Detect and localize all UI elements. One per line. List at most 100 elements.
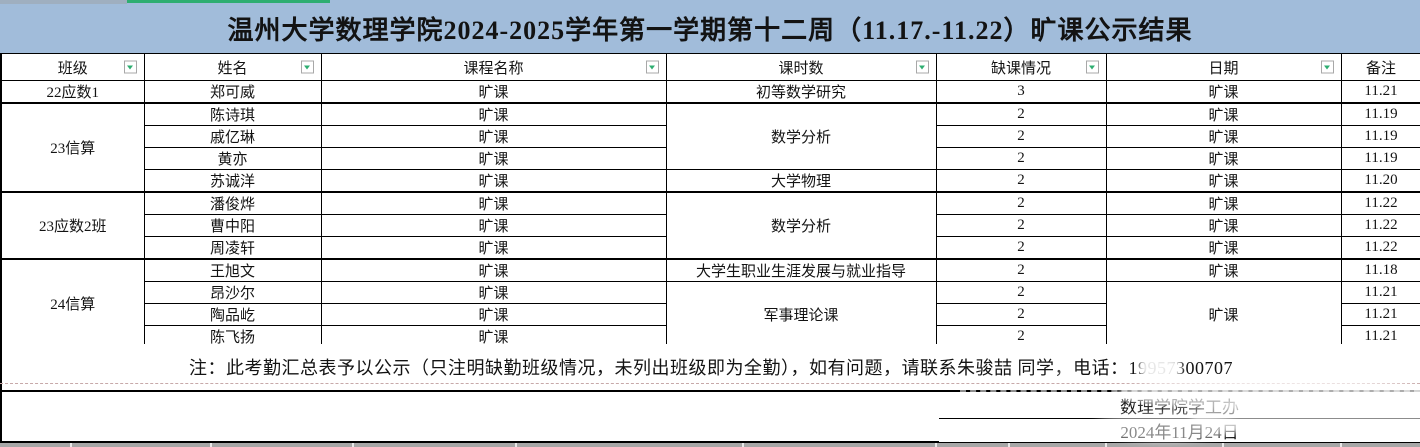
cell-course-row1[interactable]: 旷课	[320, 80, 667, 104]
cell-remark-row9[interactable]: 11.18	[1340, 258, 1420, 282]
note-text: 注：此考勤汇总表予以公示（只注明缺勤班级情况，未列出班级即为全勤），如有问题，请…	[189, 358, 1233, 378]
column-header-absence[interactable]: 缺课情况	[935, 53, 1107, 81]
cell-absence-row4[interactable]: 2	[935, 147, 1107, 170]
selection-highlight-bar	[127, 0, 330, 3]
cell-absence-row7[interactable]: 2	[935, 214, 1107, 237]
cell-course-row11[interactable]: 旷课	[320, 303, 667, 326]
cell-course-row4[interactable]: 旷课	[320, 147, 667, 170]
cell-remark-row6[interactable]: 11.22	[1340, 191, 1420, 215]
cell-absence-row1[interactable]: 3	[935, 80, 1107, 104]
column-header-course[interactable]: 课程名称	[320, 53, 667, 81]
cell-remark-row2[interactable]: 11.19	[1340, 102, 1420, 126]
column-header-remark[interactable]: 备注	[1340, 53, 1420, 81]
cell-hours-row5[interactable]: 大学物理	[665, 169, 937, 193]
filter-dropdown-icon[interactable]	[123, 60, 137, 74]
column-header-label: 缺课情况	[990, 60, 1051, 77]
filter-dropdown-icon[interactable]	[300, 60, 314, 74]
cell-course-row5[interactable]: 旷课	[320, 169, 667, 193]
cell-date-row6[interactable]: 旷课	[1105, 191, 1342, 215]
cell-absence-row9[interactable]: 2	[935, 258, 1107, 282]
column-header-hours[interactable]: 课时数	[665, 53, 937, 81]
cell-hours-row2[interactable]: 数学分析	[665, 102, 937, 170]
note-cell[interactable]: 注：此考勤汇总表予以公示（只注明缺勤班级情况，未列出班级即为全勤），如有问题，请…	[0, 344, 1420, 392]
column-header-label: 备注	[1365, 60, 1396, 77]
column-header-label: 班级	[57, 60, 88, 77]
cell-name-row1[interactable]: 郑可威	[143, 80, 322, 104]
empty-footer-cell[interactable]	[0, 392, 941, 443]
cell-name-row10[interactable]: 昂沙尔	[143, 281, 322, 304]
gridline	[352, 443, 354, 447]
filter-dropdown-icon[interactable]	[915, 60, 929, 74]
watermark-blob	[1288, 356, 1308, 381]
page-title: 温州大学数理学院2024-2025学年第一学期第十二周（11.17.-11.22…	[227, 16, 1193, 45]
cell-date-row9[interactable]: 旷课	[1105, 258, 1342, 282]
cell-name-row9[interactable]: 王旭文	[143, 258, 322, 282]
cell-class-row6[interactable]: 23应数2班	[0, 191, 145, 260]
gridline	[70, 443, 72, 447]
cell-absence-row6[interactable]: 2	[935, 191, 1107, 215]
column-header-name[interactable]: 姓名	[143, 53, 322, 81]
filter-dropdown-icon[interactable]	[1320, 60, 1334, 74]
cell-hours-row10[interactable]: 军事理论课	[665, 281, 937, 349]
cell-date-row3[interactable]: 旷课	[1105, 125, 1342, 148]
cell-hours-row9[interactable]: 大学生职业生涯发展与就业指导	[665, 258, 937, 282]
column-header-label: 课程名称	[463, 60, 524, 77]
cell-name-row2[interactable]: 陈诗琪	[143, 102, 322, 126]
top-edge-strip	[0, 0, 1420, 4]
cell-class-row2[interactable]: 23信算	[0, 102, 145, 193]
cell-name-row5[interactable]: 苏诚洋	[143, 169, 322, 193]
gridline	[1008, 443, 1010, 447]
gridline	[515, 443, 517, 447]
cell-remark-row8[interactable]: 11.22	[1340, 236, 1420, 260]
cell-course-row3[interactable]: 旷课	[320, 125, 667, 148]
column-header-class[interactable]: 班级	[0, 53, 145, 81]
cell-absence-row11[interactable]: 2	[935, 303, 1107, 326]
cell-date-row5[interactable]: 旷课	[1105, 169, 1342, 193]
cell-date-row4[interactable]: 旷课	[1105, 147, 1342, 170]
column-header-label: 课时数	[778, 60, 824, 77]
column-header-label: 姓名	[217, 60, 248, 77]
cell-date-row8[interactable]: 旷课	[1105, 236, 1342, 260]
cell-name-row8[interactable]: 周凌轩	[143, 236, 322, 260]
cell-remark-row7[interactable]: 11.22	[1340, 214, 1420, 237]
cell-course-row10[interactable]: 旷课	[320, 281, 667, 304]
cell-absence-row3[interactable]: 2	[935, 125, 1107, 148]
cell-course-row7[interactable]: 旷课	[320, 214, 667, 237]
cell-course-row8[interactable]: 旷课	[320, 236, 667, 260]
cell-name-row4[interactable]: 黄亦	[143, 147, 322, 170]
cell-date-row7[interactable]: 旷课	[1105, 214, 1342, 237]
watermark-blob	[1246, 356, 1268, 381]
cell-absence-row2[interactable]: 2	[935, 102, 1107, 126]
cell-hours-row6[interactable]: 数学分析	[665, 191, 937, 260]
cell-remark-row3[interactable]: 11.19	[1340, 125, 1420, 148]
cell-remark-row5[interactable]: 11.20	[1340, 169, 1420, 193]
cell-hours-row1[interactable]: 初等数学研究	[665, 80, 937, 104]
cell-absence-row8[interactable]: 2	[935, 236, 1107, 260]
filter-dropdown-icon[interactable]	[1085, 60, 1099, 74]
cell-class-row1[interactable]: 22应数1	[0, 80, 145, 104]
cell-name-row6[interactable]: 潘俊烨	[143, 191, 322, 215]
cell-date-row1[interactable]: 旷课	[1105, 80, 1342, 104]
cell-remark-row1[interactable]: 11.21	[1340, 80, 1420, 104]
filter-dropdown-icon[interactable]	[645, 60, 659, 74]
cell-remark-row11[interactable]: 11.21	[1340, 303, 1420, 326]
cell-absence-row5[interactable]: 2	[935, 169, 1107, 193]
title-cell[interactable]: 温州大学数理学院2024-2025学年第一学期第十二周（11.17.-11.22…	[0, 4, 1420, 54]
column-header-label: 日期	[1208, 60, 1239, 77]
cell-course-row6[interactable]: 旷课	[320, 191, 667, 215]
watermark-blob	[1090, 412, 1240, 442]
cell-absence-row10[interactable]: 2	[935, 281, 1107, 304]
cell-name-row7[interactable]: 曹中阳	[143, 214, 322, 237]
cell-remark-row12[interactable]: 11.21	[1340, 325, 1420, 349]
column-header-date[interactable]: 日期	[1105, 53, 1342, 81]
cell-name-row3[interactable]: 戚亿琳	[143, 125, 322, 148]
cell-remark-row4[interactable]: 11.19	[1340, 147, 1420, 170]
cell-remark-row10[interactable]: 11.21	[1340, 281, 1420, 304]
cell-date-row10[interactable]: 旷课	[1105, 281, 1342, 349]
watermark-blob	[1138, 354, 1182, 381]
cell-class-row9[interactable]: 24信算	[0, 258, 145, 349]
cell-course-row9[interactable]: 旷课	[320, 258, 667, 282]
cell-date-row2[interactable]: 旷课	[1105, 102, 1342, 126]
cell-name-row11[interactable]: 陶品屹	[143, 303, 322, 326]
cell-course-row2[interactable]: 旷课	[320, 102, 667, 126]
